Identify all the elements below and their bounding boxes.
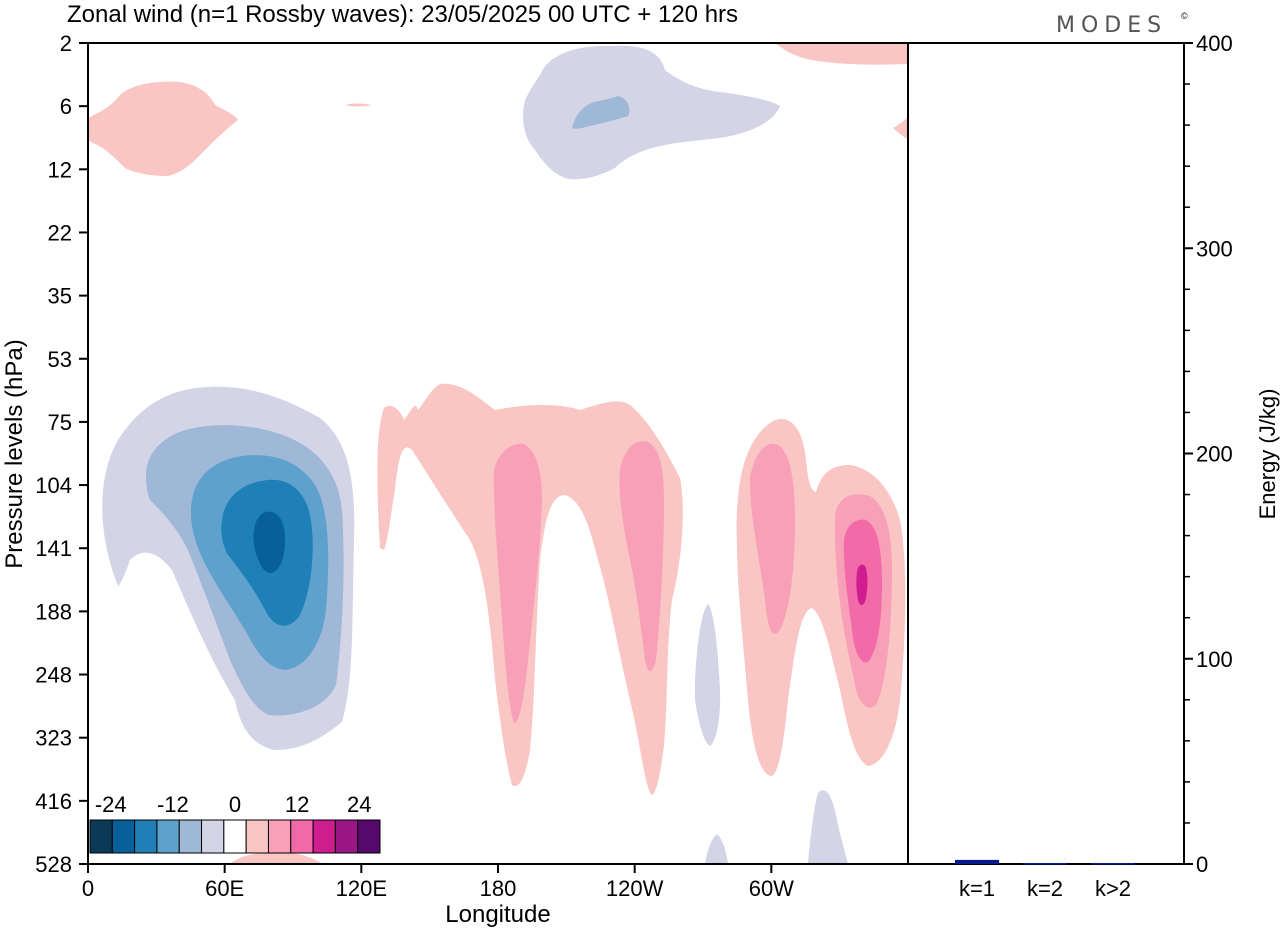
contour-field [88, 43, 908, 864]
colorbar-swatch [290, 819, 314, 854]
y-tick-label: 22 [48, 220, 72, 245]
y-tick-label: 104 [35, 473, 72, 498]
y-tick-label: 75 [48, 410, 72, 435]
y-tick-label: 141 [35, 536, 72, 561]
x-tick-label: 120W [606, 876, 664, 901]
contour-neg-4-low-b [705, 834, 728, 864]
contour-pos-8-c [750, 443, 795, 634]
x-axis-label: Longitude [445, 901, 550, 928]
colorbar-swatch [156, 819, 180, 854]
contour-pos-4-small [345, 103, 372, 107]
colorbar-swatch [134, 819, 158, 854]
contour-neg-4-low-c [808, 790, 848, 864]
colorbar-swatch [267, 819, 292, 854]
y-tick-label: 323 [35, 726, 72, 751]
y-tick-label: 53 [48, 347, 72, 372]
colorbar-swatch [178, 819, 203, 854]
x-tick-label: 60E [205, 876, 244, 901]
contour-neg-4-upper [523, 45, 780, 180]
energy-category-label: k=1 [959, 876, 995, 901]
colorbar-label: 0 [229, 792, 241, 817]
energy-axis-label: Energy (J/kg) [1255, 389, 1280, 520]
energy-tick-label: 400 [1196, 31, 1233, 56]
y-tick-label: 6 [60, 94, 72, 119]
colorbar-swatch [201, 819, 225, 854]
y-tick-label: 248 [35, 663, 72, 688]
colorbar-swatch [334, 819, 359, 854]
colorbar-swatch [245, 819, 269, 854]
colorbar-label: -12 [157, 792, 189, 817]
energy-category-label: k>2 [1095, 876, 1131, 901]
x-tick-label: 60W [749, 876, 794, 901]
x-tick-label: 120E [336, 876, 387, 901]
colorbar-swatch [223, 819, 247, 854]
contour-pos-4-top [775, 43, 908, 65]
energy-axis: 0 100 200 300 400 [1184, 31, 1233, 877]
colorbar: -24 -12 0 12 24 [89, 792, 381, 854]
colorbar-swatch [312, 819, 336, 854]
contour-pos-8-a [493, 443, 542, 724]
colorbar-label: -24 [95, 792, 127, 817]
colorbar-label: 24 [347, 792, 371, 817]
energy-bar [1023, 862, 1067, 865]
contour-neg-20 [253, 511, 286, 573]
y-tick-label: 416 [35, 789, 72, 814]
energy-tick-label: 300 [1196, 236, 1233, 261]
energy-category-label: k=2 [1027, 876, 1063, 901]
energy-tick-label: 0 [1196, 852, 1208, 877]
contour-pos-4-upper [88, 81, 238, 176]
y-axis-label: Pressure levels (hPa) [1, 339, 28, 568]
y-tick-label: 35 [48, 284, 72, 309]
y-tick-label: 528 [35, 852, 72, 877]
contour-pos-4-edge [893, 117, 908, 140]
contour-pos-4-low [230, 852, 322, 864]
contour-pos-8-b [619, 441, 664, 672]
contour-neg-8-upper [572, 96, 630, 129]
colorbar-label: 12 [285, 792, 309, 817]
logo-text: MODES [1056, 13, 1167, 38]
energy-tick-label: 100 [1196, 647, 1233, 672]
y-tick-label: 188 [35, 599, 72, 624]
y-tick-label: 2 [60, 31, 72, 56]
chart-title: Zonal wind (n=1 Rossby waves): 23/05/202… [67, 1, 738, 28]
modes-logo: MODES © [1056, 11, 1188, 38]
x-tick-label: 0 [82, 876, 94, 901]
contour-neg-4-low-a [695, 604, 721, 746]
energy-plot-frame [907, 42, 1185, 865]
colorbar-swatch [357, 819, 381, 854]
y-axis: 2 6 12 22 35 53 75 104 141 188 248 323 416 528 [35, 31, 88, 877]
energy-bars: k=1 k=2 k>2 [955, 859, 1135, 901]
x-axis: 0 60E 120E 180 120W 60W [82, 864, 794, 901]
energy-tick-label: 200 [1196, 442, 1233, 467]
y-tick-label: 12 [48, 157, 72, 182]
logo-mark: © [1181, 11, 1188, 21]
energy-bar [1091, 862, 1135, 865]
colorbar-swatch [89, 819, 113, 854]
energy-bar [955, 859, 999, 864]
x-tick-label: 180 [480, 876, 517, 901]
contour-pos-16 [856, 564, 868, 606]
colorbar-swatch [111, 819, 136, 854]
